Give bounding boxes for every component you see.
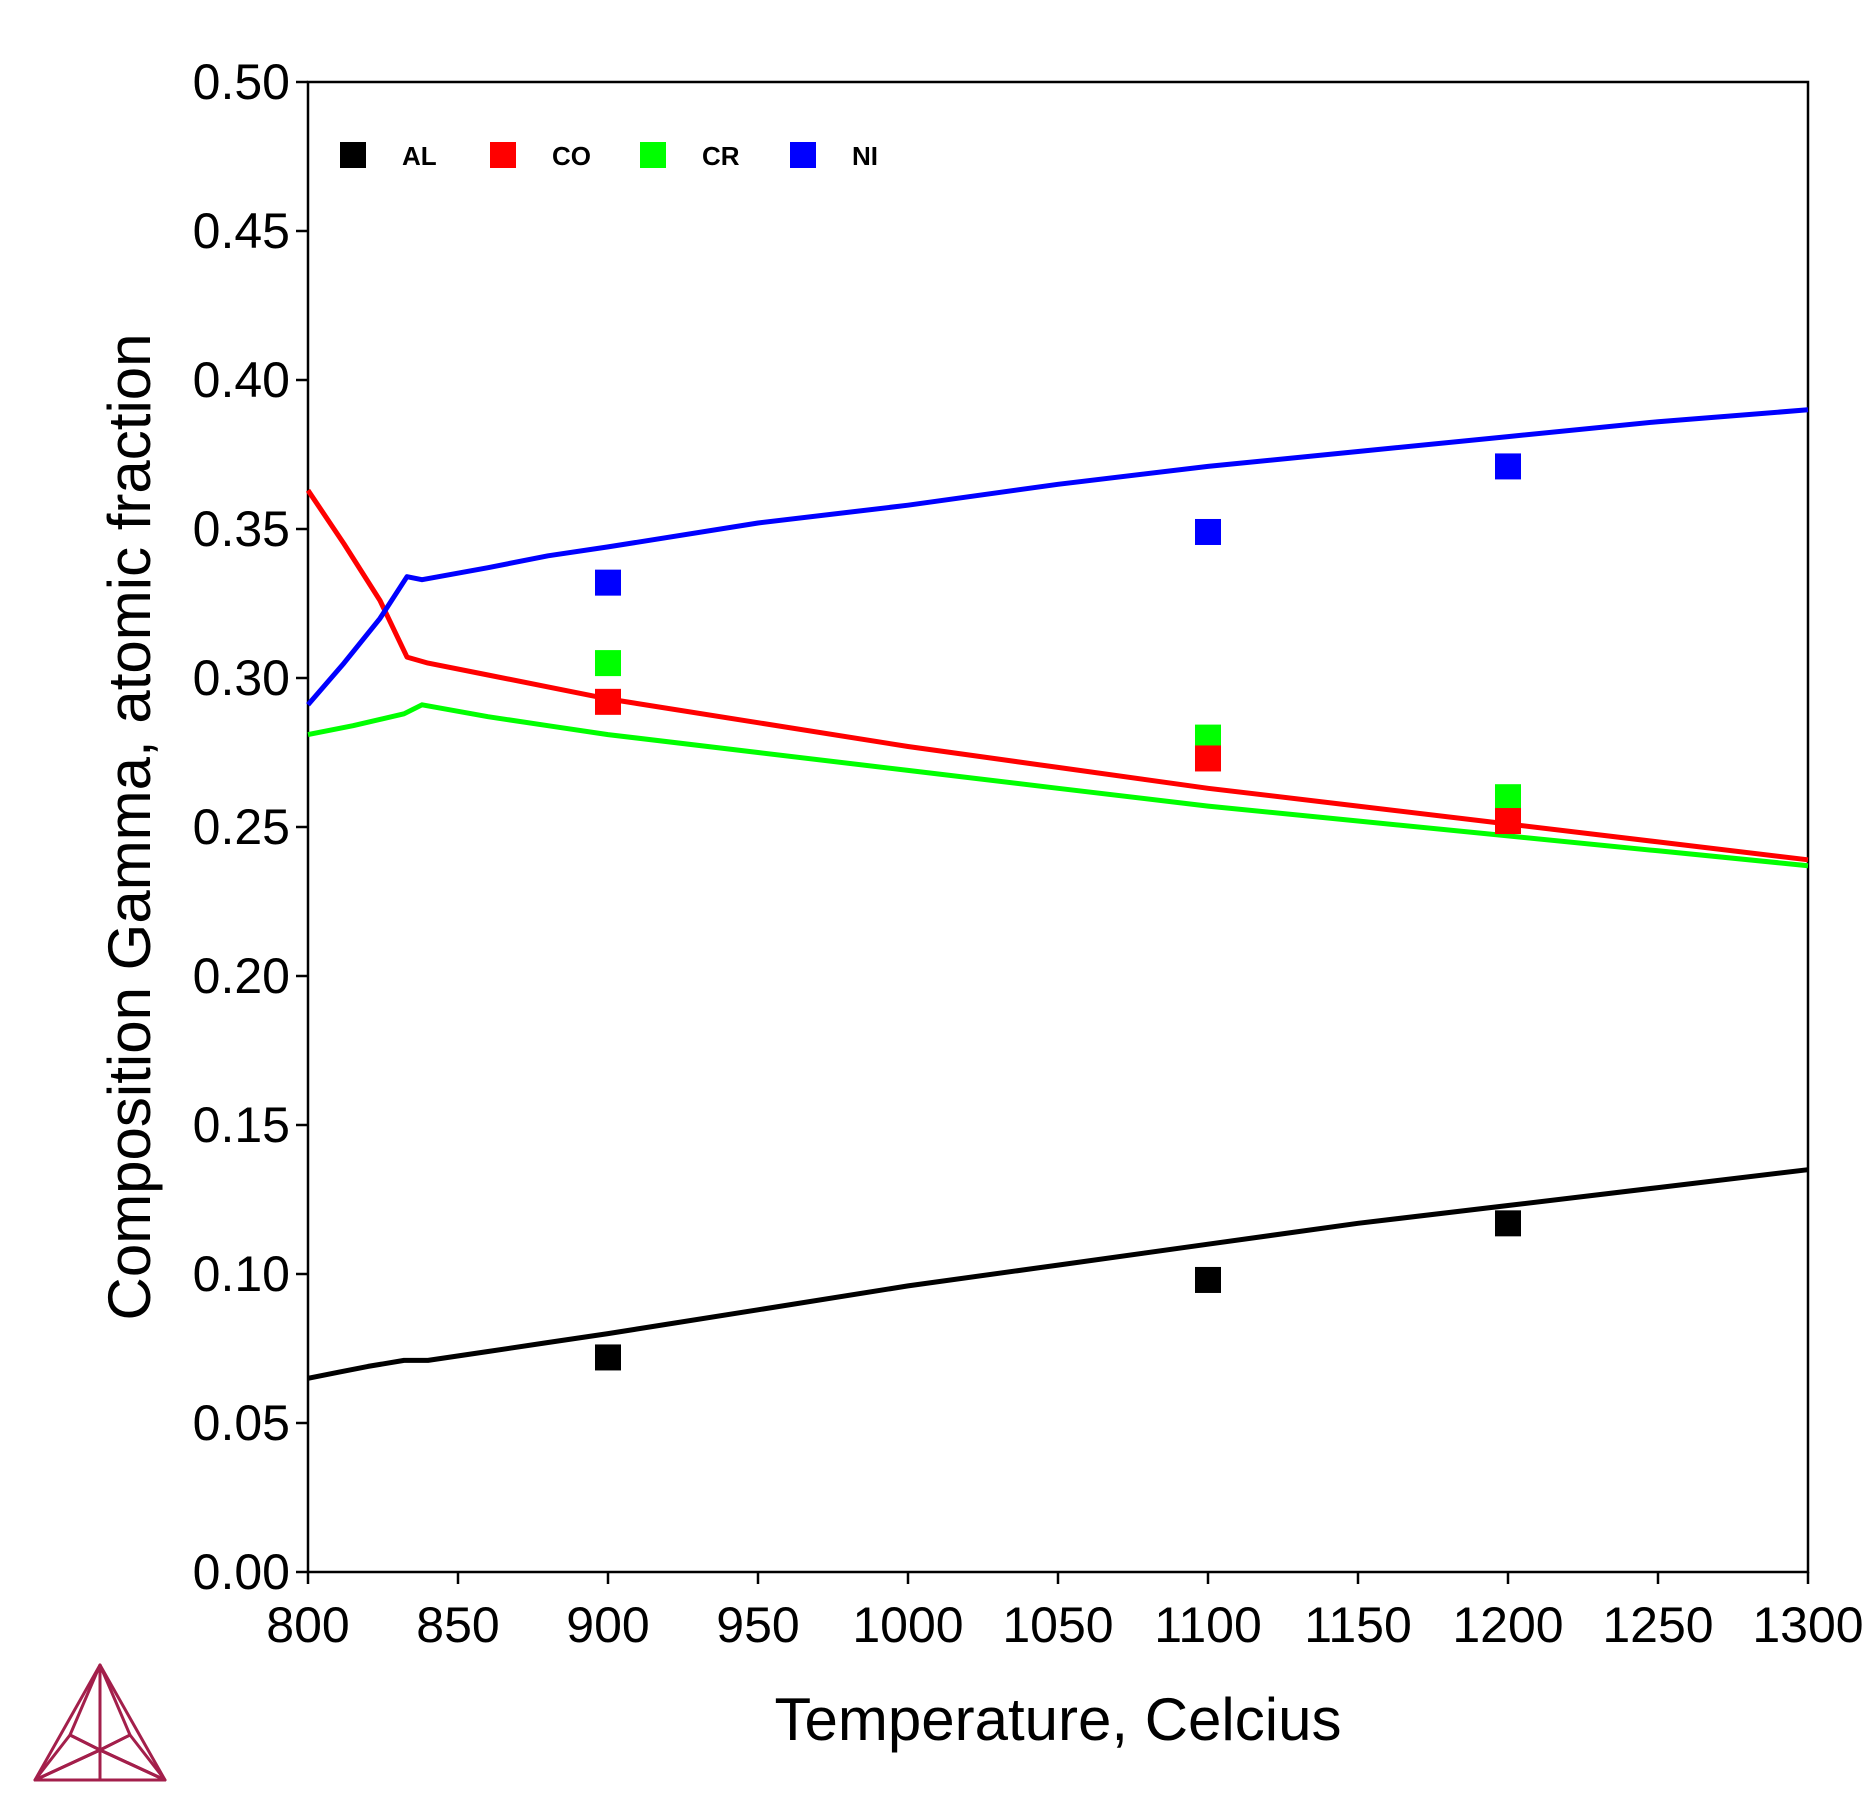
- y-axis-ticks: 0.00 0.05 0.10 0.15 0.20 0.25 0.30 0.35 0.40 0.45…: [193, 54, 308, 1600]
- legend-swatch-co: [490, 142, 516, 168]
- series-line-cr: [307, 702, 1809, 869]
- y-tick-label: 0.35: [193, 501, 290, 557]
- series-points: [595, 453, 1521, 1371]
- x-tick-label: 850: [416, 1597, 499, 1653]
- data-point-cr: [1495, 784, 1521, 811]
- x-tick-label: 900: [566, 1597, 649, 1653]
- data-point-cr: [595, 650, 621, 677]
- data-point-co: [1495, 808, 1521, 835]
- series-line-ni: [306, 407, 1809, 707]
- x-tick-label: 1050: [1002, 1597, 1113, 1653]
- legend-swatch-cr: [640, 142, 666, 168]
- legend-label-ni: NI: [852, 141, 878, 171]
- x-tick-label: 1250: [1602, 1597, 1713, 1653]
- data-point-co: [595, 688, 621, 715]
- thermo-calc-logo: [33, 1663, 167, 1782]
- y-tick-label: 0.20: [193, 948, 290, 1004]
- series-line-al: [307, 1167, 1809, 1381]
- x-axis-ticks: 800 850 900 950 1000 1050 1100 1150 1200 1250 1300: [266, 1572, 1864, 1653]
- data-point-al: [1195, 1266, 1221, 1293]
- plot-frame: [306, 80, 1810, 1574]
- data-point-ni: [595, 569, 621, 596]
- x-tick-label: 800: [266, 1597, 349, 1653]
- y-tick-label: 0.00: [193, 1544, 290, 1600]
- legend-swatch-ni: [790, 142, 816, 168]
- data-point-al: [1495, 1210, 1521, 1237]
- legend-label-co: CO: [552, 141, 591, 171]
- legend-label-cr: CR: [702, 141, 740, 171]
- x-tick-label: 1300: [1752, 1597, 1863, 1653]
- y-tick-label: 0.15: [193, 1097, 290, 1153]
- x-tick-label: 1150: [1304, 1597, 1412, 1653]
- series-line-co: [305, 488, 1809, 863]
- data-point-ni: [1495, 453, 1521, 480]
- data-point-ni: [1195, 518, 1221, 545]
- x-axis-title: Temperature, Celcius: [775, 1686, 1342, 1753]
- x-tick-label: 1100: [1154, 1597, 1262, 1653]
- series-lines: [305, 407, 1809, 1381]
- legend-swatch-al: [340, 142, 366, 168]
- data-point-al: [595, 1344, 621, 1371]
- x-tick-label: 1000: [852, 1597, 963, 1653]
- legend: AL CO CR NI: [340, 141, 878, 171]
- y-tick-label: 0.50: [193, 54, 290, 110]
- y-axis-title: Composition Gamma, atomic fraction: [96, 333, 163, 1320]
- y-tick-label: 0.30: [193, 650, 290, 706]
- y-tick-label: 0.10: [193, 1246, 290, 1302]
- legend-label-al: AL: [402, 141, 437, 171]
- data-point-co: [1195, 745, 1221, 772]
- y-tick-label: 0.25: [193, 799, 290, 855]
- y-tick-label: 0.45: [193, 203, 290, 259]
- x-tick-label: 1200: [1452, 1597, 1563, 1653]
- y-tick-label: 0.40: [193, 352, 290, 408]
- y-tick-label: 0.05: [193, 1395, 290, 1451]
- x-tick-label: 950: [716, 1597, 799, 1653]
